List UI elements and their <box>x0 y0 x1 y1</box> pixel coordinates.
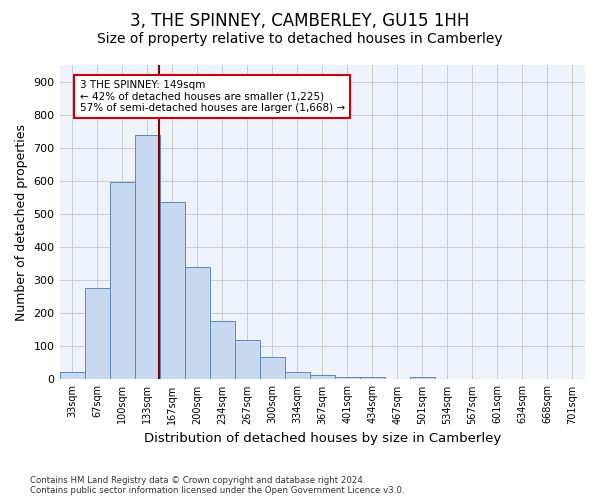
Y-axis label: Number of detached properties: Number of detached properties <box>15 124 28 320</box>
Bar <box>310 376 335 380</box>
Bar <box>410 377 435 380</box>
Bar <box>260 357 285 380</box>
Bar <box>185 267 209 380</box>
Text: 3, THE SPINNEY, CAMBERLEY, GU15 1HH: 3, THE SPINNEY, CAMBERLEY, GU15 1HH <box>130 12 470 30</box>
Bar <box>335 377 360 380</box>
Bar <box>110 182 134 380</box>
Text: 3 THE SPINNEY: 149sqm
← 42% of detached houses are smaller (1,225)
57% of semi-d: 3 THE SPINNEY: 149sqm ← 42% of detached … <box>80 80 344 113</box>
Bar <box>209 320 235 380</box>
Text: Contains HM Land Registry data © Crown copyright and database right 2024.
Contai: Contains HM Land Registry data © Crown c… <box>30 476 404 495</box>
X-axis label: Distribution of detached houses by size in Camberley: Distribution of detached houses by size … <box>143 432 501 445</box>
Bar <box>385 379 410 380</box>
Bar <box>85 288 110 380</box>
Bar <box>59 372 85 380</box>
Bar <box>235 340 260 380</box>
Text: Size of property relative to detached houses in Camberley: Size of property relative to detached ho… <box>97 32 503 46</box>
Bar <box>160 202 185 380</box>
Bar <box>134 134 160 380</box>
Bar <box>360 377 385 380</box>
Bar <box>285 372 310 380</box>
